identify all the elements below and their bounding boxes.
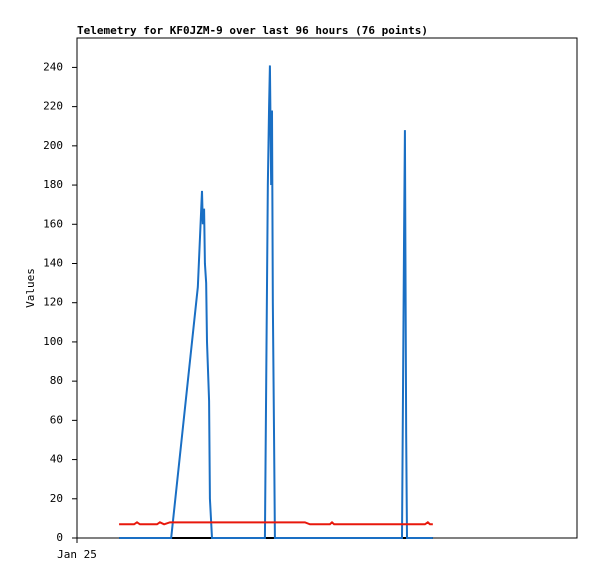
y-tick-label: 140: [43, 256, 63, 269]
y-tick-label: 60: [50, 413, 63, 426]
chart-title: Telemetry for KF0JZM-9 over last 96 hour…: [77, 24, 428, 37]
y-tick-label: 220: [43, 100, 63, 113]
y-tick-label: 40: [50, 453, 63, 466]
y-tick-label: 240: [43, 60, 63, 73]
series-line: [119, 65, 433, 539]
y-tick-label: 80: [50, 374, 63, 387]
y-tick-label: 160: [43, 217, 63, 230]
y-axis-label: Values: [24, 268, 37, 308]
y-tick-label: 180: [43, 178, 63, 191]
y-tick-label: 200: [43, 139, 63, 152]
plot-frame: [76, 37, 578, 539]
y-tick-label: 20: [50, 492, 63, 505]
y-tick-label: 0: [56, 531, 63, 544]
series-line: [119, 520, 433, 526]
y-tick-label: 120: [43, 296, 63, 309]
y-tick-label: 100: [43, 335, 63, 348]
x-tick-label: Jan 25: [57, 548, 97, 561]
